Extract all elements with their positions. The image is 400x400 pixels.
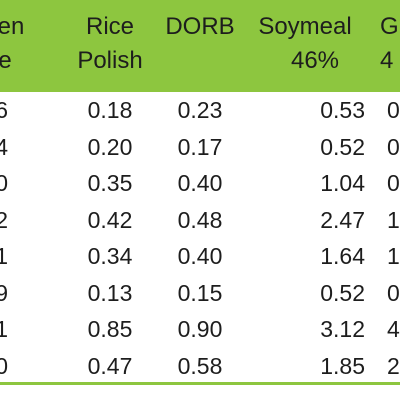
table-cell: 2 — [387, 352, 400, 379]
table-cell: 0 — [0, 170, 8, 196]
table-row: 1 0.85 0.90 3.12 4 — [0, 311, 400, 347]
table-row: 0 0.35 0.40 1.04 0 — [0, 165, 400, 201]
table-row: 4 0.20 0.17 0.52 0 — [0, 129, 400, 165]
table-cell: 9 — [0, 279, 8, 306]
table-row: 0 0.47 0.58 1.85 2 — [0, 348, 400, 384]
header-cell-soymeal: Soymeal 46% — [258, 13, 352, 74]
table-cell: 0.52 — [320, 279, 365, 306]
table-cell: 0 — [387, 170, 400, 196]
table-cell: 2 — [0, 206, 8, 233]
table-cell: 1.85 — [320, 352, 365, 379]
table-cell: 0.58 — [177, 352, 223, 379]
table-cell: 1 — [0, 316, 8, 342]
header-cell-rice-polish: Rice Polish — [77, 13, 143, 74]
table-cell: 1.64 — [320, 243, 365, 269]
table-cell: 0 — [0, 352, 8, 379]
table-cell: 0.20 — [87, 133, 133, 160]
table-cell: 0 — [387, 133, 400, 160]
table-cell: 0.85 — [87, 316, 133, 342]
table-cell: 0.40 — [177, 170, 223, 196]
table-header: ken e Rice Polish DORB Soymeal 46% G 4 — [0, 0, 400, 92]
header-cell-4: G 4 — [380, 13, 399, 74]
table-cell: 0.17 — [177, 133, 223, 160]
table-cell: 0.35 — [87, 170, 133, 196]
table-cell: 1 — [387, 206, 400, 233]
table-row: 2 0.42 0.48 2.47 1 — [0, 202, 400, 238]
table-cell: 0.42 — [87, 206, 133, 233]
table-cell: 4 — [0, 133, 8, 160]
table-row: 6 0.18 0.23 0.53 0 — [0, 92, 400, 128]
table-cell: 0.52 — [320, 133, 365, 160]
table-cell: 0.40 — [177, 243, 223, 269]
table-cell: 0.53 — [320, 97, 365, 123]
bottom-rule — [0, 382, 400, 385]
table-cell: 0.90 — [177, 316, 223, 342]
table-cell: 0.48 — [177, 206, 223, 233]
table-cell: 2.47 — [320, 206, 365, 233]
header-cell-0: ken e — [0, 13, 25, 74]
table-row: 9 0.13 0.15 0.52 0 — [0, 275, 400, 311]
table-cell: 3.12 — [320, 316, 365, 342]
table-row: 1 0.34 0.40 1.64 1 — [0, 238, 400, 274]
table-cell: 0.15 — [177, 279, 223, 306]
table-cell: 0.18 — [87, 97, 133, 123]
table-cell: 1 — [387, 243, 400, 269]
table-cell: 0 — [387, 279, 400, 306]
header-cell-dorb: DORB — [165, 13, 235, 40]
table-cell: 1 — [0, 243, 8, 269]
table-cell: 6 — [0, 97, 8, 123]
table-cell: 0.13 — [87, 279, 133, 306]
table-cell: 4 — [387, 316, 400, 342]
table-cell: 0.47 — [87, 352, 133, 379]
table-cell: 1.04 — [320, 170, 365, 196]
table-cell: 0.34 — [87, 243, 133, 269]
table-cell: 0 — [387, 97, 400, 123]
table-cell: 0.23 — [177, 97, 223, 123]
